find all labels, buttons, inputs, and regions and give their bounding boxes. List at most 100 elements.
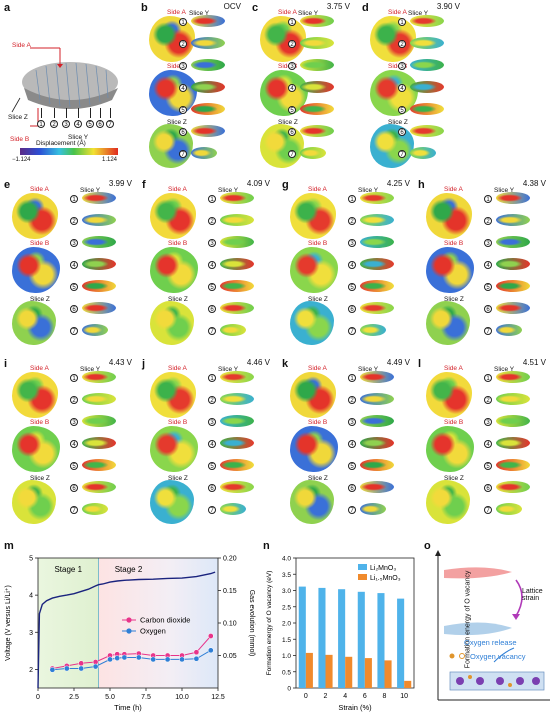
slice-y-2 xyxy=(82,214,116,226)
slice-y-6 xyxy=(496,302,530,314)
bar-0-10 xyxy=(397,598,405,688)
particle-view-side-a xyxy=(260,16,306,62)
slice-number-1: 1 xyxy=(484,195,492,203)
slice-number-1: 1 xyxy=(348,374,356,382)
slice-number-2: 2 xyxy=(70,217,78,225)
particle-view-side-a xyxy=(12,372,58,418)
bar-1-8 xyxy=(384,660,392,688)
slice-y-4 xyxy=(360,437,394,449)
slice-y-5 xyxy=(410,103,444,115)
slice-y-3 xyxy=(191,59,225,71)
slice-y-label: Slice Y xyxy=(80,366,101,373)
slice-z-label: Slice Z xyxy=(388,119,408,126)
side-b-label: Side B xyxy=(167,63,187,70)
panel-label-h: h xyxy=(418,179,425,191)
y2-tick-label: 0.15 xyxy=(223,588,237,595)
voltage-label-d: 3.90 V xyxy=(436,2,460,11)
series-point-2 xyxy=(193,655,200,662)
series-point-2 xyxy=(49,666,56,673)
y-tick-label: 2 xyxy=(29,667,33,674)
slice-number-3: 3 xyxy=(208,239,216,247)
slice-number-1: 1 xyxy=(484,374,492,382)
slice-number-6: 6 xyxy=(70,484,78,492)
slice-number-5: 5 xyxy=(86,120,94,128)
series-point-2 xyxy=(63,665,70,672)
slice-z-label: Slice Z xyxy=(168,296,188,303)
slice-y-1 xyxy=(82,192,116,204)
slice-number-7: 7 xyxy=(484,506,492,514)
y-tick-label: 4 xyxy=(29,593,33,600)
slice-number-3: 3 xyxy=(348,239,356,247)
slice-number-7: 7 xyxy=(208,327,216,335)
series-point-2 xyxy=(78,665,85,672)
slice-y-4 xyxy=(360,258,394,270)
panel-label-c: c xyxy=(252,2,259,14)
particle-view-side-b xyxy=(150,247,198,293)
side-b-label: Side B xyxy=(444,419,464,426)
colorbar-max: 1.124 xyxy=(102,157,118,163)
side-a-label: Side A xyxy=(278,9,297,16)
slice-y-1 xyxy=(191,15,225,27)
slice-y-label: Slice Y xyxy=(408,10,429,17)
slice-y-4 xyxy=(300,81,334,93)
slice-y-6 xyxy=(300,125,334,137)
slice-y-6 xyxy=(360,302,394,314)
slice-number-3: 3 xyxy=(70,239,78,247)
slice-y-5 xyxy=(496,280,530,292)
slice-number-6: 6 xyxy=(288,128,296,136)
slice-z-label: Slice Z xyxy=(308,296,328,303)
slice-y-5 xyxy=(360,280,394,292)
panel-label-f: f xyxy=(142,179,146,191)
y-tick-label: 0 xyxy=(287,686,291,693)
slice-y-4 xyxy=(191,81,225,93)
slice-y-4 xyxy=(82,258,116,270)
slice-y-6 xyxy=(220,302,254,314)
bar-0-6 xyxy=(357,591,365,688)
slice-number-3: 3 xyxy=(484,239,492,247)
series-line-0 xyxy=(37,571,216,689)
slice-number-1: 1 xyxy=(288,18,296,26)
slice-z-label: Slice Z xyxy=(308,475,328,482)
particle-view-slice-z xyxy=(370,124,414,168)
x-tick-label: 10.0 xyxy=(175,694,189,701)
particle-view-slice-z xyxy=(12,480,56,524)
x-tick-label: 0 xyxy=(304,693,308,700)
particle-view-side-b xyxy=(426,247,474,293)
particle-view-side-b xyxy=(290,426,338,472)
x-tick-label: 2 xyxy=(324,693,328,700)
colorbar xyxy=(20,148,118,155)
slice-y-7 xyxy=(496,324,522,336)
slice-z-label: Slice Z xyxy=(8,114,28,121)
y-tick-label: 3 xyxy=(29,630,33,637)
panel-label-b: b xyxy=(141,2,148,14)
slice-y-2 xyxy=(360,393,394,405)
slice-y-label: Slice Y xyxy=(494,187,515,194)
x-tick-label: 8 xyxy=(383,693,387,700)
particle-view-side-a xyxy=(290,193,336,239)
slice-z-label: Slice Z xyxy=(278,119,298,126)
side-b-label: Side B xyxy=(308,240,328,247)
y2-axis-label: Gas evolution (mmol) xyxy=(248,590,255,657)
slice-y-4 xyxy=(82,437,116,449)
slice-y-5 xyxy=(300,103,334,115)
panel-o: Formation energy of O vacancy Lattice st… xyxy=(424,548,554,718)
slice-number-6: 6 xyxy=(96,120,104,128)
slice-z-label: Slice Z xyxy=(168,475,188,482)
particle-view-side-b xyxy=(12,426,60,472)
slice-number-1: 1 xyxy=(208,195,216,203)
slice-y-1 xyxy=(410,15,444,27)
side-b-label: Side B xyxy=(444,240,464,247)
particle-view-slice-z xyxy=(290,301,334,345)
slice-y-2 xyxy=(191,37,225,49)
slice-z-label: Slice Z xyxy=(167,119,187,126)
voltage-label-l: 4.51 V xyxy=(522,358,546,367)
particle-view-side-a xyxy=(426,372,472,418)
voltage-label-f: 4.09 V xyxy=(246,179,270,188)
slice-number-6: 6 xyxy=(484,305,492,313)
slice-number-4: 4 xyxy=(208,440,216,448)
series-point-2 xyxy=(179,656,185,663)
colorbar-min: −1.124 xyxy=(12,157,31,163)
